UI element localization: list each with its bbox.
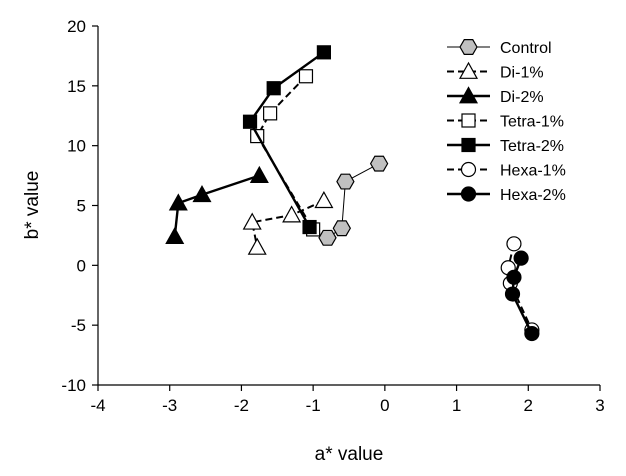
series-di-1 (242, 190, 334, 255)
x-tick-label: 2 (524, 396, 533, 415)
data-point-tetra-2 (302, 219, 317, 235)
data-point-di-2 (165, 226, 185, 245)
data-point-hexa-1 (506, 236, 522, 252)
legend-marker (459, 39, 478, 55)
series-line-control (327, 163, 380, 239)
data-point-tetra-2 (266, 81, 281, 96)
legend-item-tetra-1: Tetra-1% (447, 113, 564, 131)
y-tick-label: 5 (77, 197, 86, 216)
data-point-di-2 (249, 165, 269, 183)
data-point-control (336, 173, 355, 190)
data-point-hexa-2 (524, 325, 540, 342)
legend-label: Hexa-1% (500, 163, 566, 180)
legend-marker (461, 137, 476, 153)
x-tick-label: -3 (162, 396, 177, 415)
y-tick-label: 0 (77, 256, 86, 275)
data-point-control (318, 229, 337, 246)
data-point-di-1 (282, 205, 302, 223)
x-tick-label: 1 (452, 396, 461, 415)
legend-label: Control (500, 40, 552, 57)
data-point-di-2 (168, 193, 188, 211)
series-di-2 (165, 165, 269, 245)
x-tick-label: 0 (380, 396, 389, 415)
legend-item-di-2: Di-2% (447, 86, 544, 106)
y-tick-label: 15 (67, 77, 86, 96)
legend-label: Di-2% (500, 89, 544, 106)
y-tick-label: -5 (71, 316, 86, 335)
series-line-hexa-1 (507, 243, 533, 331)
data-point-hexa-2 (513, 250, 529, 266)
series-control (318, 155, 389, 246)
series-line-di-2 (173, 174, 260, 237)
legend-marker (458, 61, 479, 79)
legend-label: Tetra-1% (500, 114, 564, 131)
data-point-tetra-1 (263, 106, 278, 121)
legend-item-hexa-1: Hexa-1% (447, 161, 566, 180)
x-tick-label: -2 (234, 396, 249, 415)
data-point-di-1 (247, 237, 267, 255)
data-point-control (369, 155, 389, 172)
data-point-tetra-1 (298, 69, 314, 84)
y-axis-title: b* value (22, 171, 43, 240)
data-point-control (332, 220, 352, 237)
legend-label: Hexa-2% (500, 187, 566, 204)
series-line-di-1 (251, 199, 325, 248)
legend-item-hexa-2: Hexa-2% (447, 186, 566, 204)
legend-item-di-1: Di-1% (447, 61, 544, 82)
series-tetra-1 (250, 69, 321, 237)
series-line-hexa-2 (511, 257, 533, 335)
legend-marker (460, 161, 477, 178)
legend-marker (460, 186, 477, 202)
x-tick-label: -1 (306, 396, 321, 415)
legend-marker (461, 113, 476, 128)
legend: Control Di-1% Di-2% Tetra-1% Tetra-2% Hexa-1%… (447, 39, 566, 204)
data-point-di-1 (314, 190, 334, 209)
x-tick-label: -4 (90, 396, 105, 415)
data-point-hexa-2 (506, 269, 522, 285)
legend-label: Di-1% (500, 65, 544, 82)
series-hexa-2 (504, 250, 540, 342)
series-line-tetra-2 (248, 51, 325, 228)
y-tick-label: -10 (61, 376, 86, 395)
legend-marker (458, 86, 479, 104)
x-axis-title: a* value (315, 444, 384, 465)
y-tick-label: 20 (67, 17, 86, 36)
data-series (165, 45, 540, 342)
legend-item-control: Control (447, 39, 552, 57)
data-point-di-1 (242, 212, 262, 230)
series-tetra-2 (242, 45, 331, 235)
data-point-tetra-2 (242, 114, 258, 129)
legend-label: Tetra-2% (500, 138, 564, 155)
data-point-di-2 (192, 184, 212, 203)
y-tick-label: 10 (67, 137, 86, 156)
data-point-tetra-2 (316, 45, 331, 60)
x-tick-label: 3 (595, 396, 604, 415)
legend-item-tetra-2: Tetra-2% (447, 137, 564, 155)
data-point-hexa-2 (504, 286, 521, 302)
